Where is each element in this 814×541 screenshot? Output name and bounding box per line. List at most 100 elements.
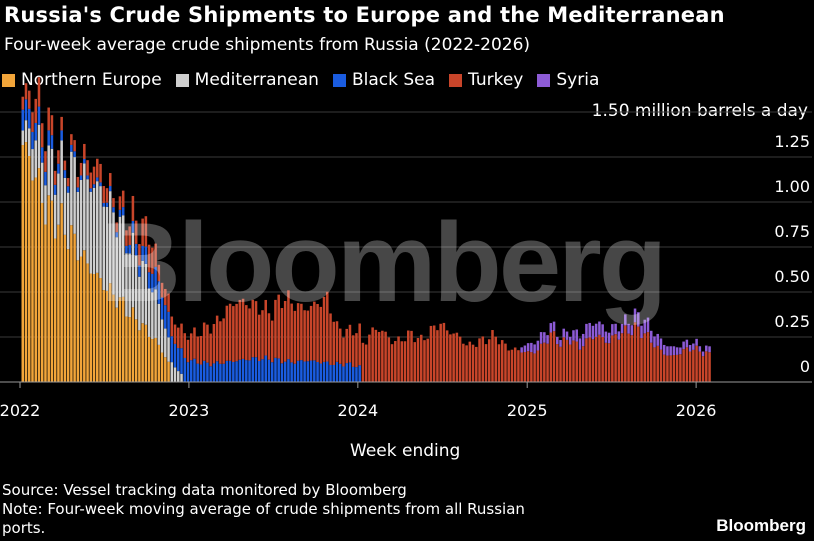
bar-segment-black-sea — [37, 106, 41, 125]
bar-segment-turkey — [296, 303, 300, 361]
source-note: Source: Vessel tracking data monitored b… — [2, 481, 407, 499]
bar-segment-black-sea — [34, 122, 37, 141]
bar-segment-turkey — [287, 290, 290, 360]
bar-segment-turkey — [144, 216, 148, 247]
bar-segment-northern-europe — [115, 307, 118, 382]
bar-segment-black-sea — [154, 266, 157, 290]
bar-segment-black-sea — [277, 358, 280, 382]
bar-segment-northern-europe — [118, 297, 122, 382]
bar-segment-syria — [627, 323, 630, 334]
bar-segment-mediterranean — [173, 367, 177, 382]
bar-segment-turkey — [458, 336, 462, 382]
bar-segment-turkey — [465, 345, 468, 382]
bar-segment-turkey — [591, 339, 595, 382]
bar-segment-syria — [530, 342, 533, 353]
bar-segment-mediterranean — [112, 212, 115, 295]
bar-segment-turkey — [170, 316, 174, 337]
bar-segment-northern-europe — [99, 278, 102, 382]
bar-segment-turkey — [475, 346, 478, 382]
bar-segment-syria — [695, 338, 698, 346]
gridlines — [0, 111, 812, 338]
bar-segment-black-sea — [300, 360, 303, 382]
bar-segment-black-sea — [280, 363, 284, 382]
bar-segment-black-sea — [144, 246, 148, 264]
bar-segment-turkey — [575, 341, 578, 382]
bar-segment-black-sea — [147, 272, 151, 289]
bar-segment-black-sea — [332, 365, 336, 382]
bar-segment-turkey — [413, 342, 417, 382]
bloomberg-logo: Bloomberg — [716, 516, 806, 535]
bar-segment-mediterranean — [66, 192, 70, 250]
bar-segment-turkey — [491, 330, 494, 382]
bar-segment-syria — [637, 312, 640, 327]
bar-segment-turkey — [235, 303, 238, 362]
bar-segment-syria — [708, 346, 711, 353]
bar-segment-mediterranean — [138, 276, 141, 331]
bar-segment-mediterranean — [53, 194, 57, 239]
bar-segment-syria — [643, 319, 647, 334]
bar-segment-turkey — [326, 291, 329, 362]
bar-segment-turkey — [513, 347, 517, 382]
bar-segment-mediterranean — [21, 130, 25, 146]
bar-segment-mediterranean — [92, 187, 96, 274]
bar-segment-black-sea — [319, 363, 323, 382]
bar-segment-turkey — [96, 158, 99, 178]
bar-segment-black-sea — [296, 360, 300, 382]
bar-segment-black-sea — [345, 363, 348, 382]
bar-segment-mediterranean — [157, 303, 161, 345]
bar-segment-black-sea — [118, 209, 122, 217]
bar-segment-syria — [581, 333, 585, 347]
bar-segment-turkey — [565, 339, 569, 382]
bar-segment-northern-europe — [86, 263, 89, 382]
bar-segment-black-sea — [63, 170, 67, 178]
bar-segment-northern-europe — [24, 142, 28, 382]
bar-segment-turkey — [568, 344, 572, 382]
bar-segment-turkey — [384, 331, 387, 382]
x-tick-label: 2025 — [507, 401, 548, 420]
bar-segment-turkey — [364, 344, 368, 382]
bar-segment-black-sea — [222, 363, 225, 382]
bar-segment-syria — [568, 336, 572, 345]
bar-segment-turkey — [112, 198, 115, 208]
bar-segment-turkey — [89, 172, 93, 189]
bar-segment-turkey — [637, 326, 640, 382]
bar-segment-syria — [539, 332, 543, 344]
bar-segment-turkey — [329, 313, 332, 365]
bar-segment-turkey — [154, 243, 157, 267]
bar-segment-turkey — [617, 339, 621, 382]
bar-segment-syria — [620, 323, 624, 334]
bar-segment-turkey — [646, 332, 650, 382]
bar-segment-turkey — [37, 77, 41, 107]
bar-segment-turkey — [290, 303, 293, 363]
bar-segment-northern-europe — [128, 317, 131, 382]
bar-segment-syria — [656, 333, 659, 346]
bar-segment-turkey — [257, 314, 261, 362]
bar-segment-turkey — [397, 336, 400, 382]
bar-segment-turkey — [688, 351, 692, 382]
bar-segment-black-sea — [157, 281, 161, 304]
bar-segment-black-sea — [138, 265, 141, 277]
bar-segment-turkey — [70, 134, 73, 145]
bar-segment-black-sea — [40, 147, 44, 163]
bar-segment-black-sea — [287, 359, 290, 382]
y-tick-label: 0.75 — [774, 222, 810, 241]
bar-segment-mediterranean — [105, 206, 109, 291]
bar-segment-black-sea — [70, 144, 73, 152]
bar-segment-turkey — [338, 328, 342, 364]
bar-segment-black-sea — [196, 363, 199, 382]
bar-segment-black-sea — [316, 362, 319, 382]
legend-label: Syria — [556, 70, 600, 90]
bar-segment-black-sea — [57, 163, 60, 174]
bar-segment-northern-europe — [144, 324, 148, 382]
bar-segment-turkey — [73, 140, 76, 152]
bar-segment-turkey — [429, 325, 433, 382]
bar-segment-turkey — [202, 322, 206, 361]
bar-segment-black-sea — [215, 361, 219, 382]
bar-segment-turkey — [478, 338, 481, 382]
bar-segment-turkey — [53, 170, 57, 185]
bar-segment-syria — [520, 347, 523, 353]
bar-segment-black-sea — [219, 363, 222, 382]
bar-segment-syria — [614, 323, 617, 335]
bar-segment-turkey — [601, 337, 604, 382]
bar-segment-syria — [575, 329, 578, 342]
